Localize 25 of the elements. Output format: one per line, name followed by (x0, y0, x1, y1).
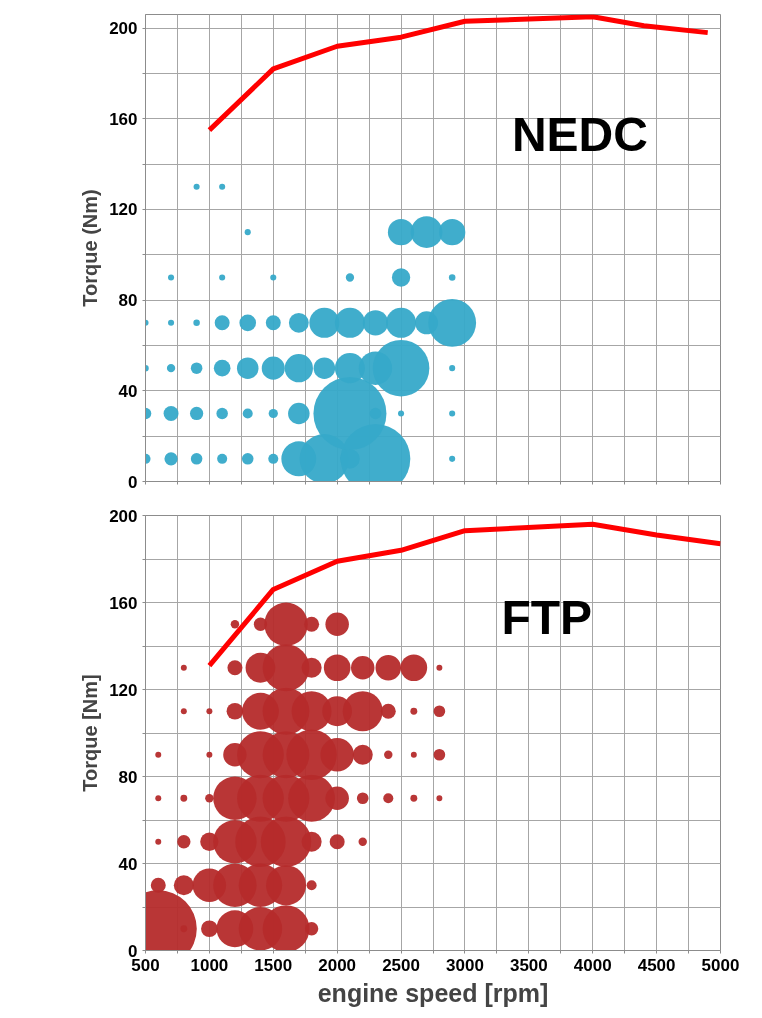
annotation: NEDC (511, 108, 648, 162)
y-axis-title: Torque [Nm] (79, 674, 102, 792)
y-tick-label: 40 (118, 381, 138, 401)
x-tick-label: 1500 (254, 955, 293, 975)
y-tick-label: 160 (109, 109, 138, 129)
x-tick-label: 2000 (318, 955, 357, 975)
x-tick-label: 1000 (190, 955, 229, 975)
y-tick-label: 160 (109, 593, 138, 613)
y-tick-label: 120 (109, 680, 138, 700)
y-axis-title: Torque (Nm) (79, 189, 102, 307)
x-tick-label: 4000 (573, 955, 612, 975)
annotation: FTP (501, 591, 593, 645)
x-tick-label: 2500 (382, 955, 420, 975)
y-tick-label: 80 (118, 291, 138, 311)
y-tick-label: 200 (109, 506, 138, 526)
y-tick-label: 200 (109, 19, 138, 39)
y-tick-label: 0 (128, 472, 138, 492)
x-tick-label: 4500 (637, 955, 676, 975)
y-tick-label: 120 (109, 200, 138, 220)
x-axis-title: engine speed [rpm] (317, 978, 549, 1007)
x-tick-label: 3000 (446, 955, 484, 975)
x-tick-label: 5000 (701, 955, 740, 975)
y-tick-label: 80 (118, 767, 138, 787)
y-tick-label: 40 (118, 854, 138, 874)
x-tick-label: 3500 (509, 955, 548, 975)
